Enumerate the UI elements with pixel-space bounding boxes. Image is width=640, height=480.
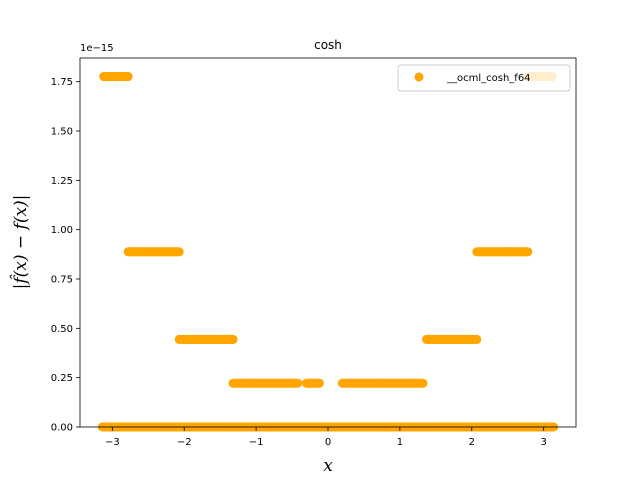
x-tick-label: −3 — [105, 437, 120, 448]
data-point — [314, 378, 324, 388]
data-point — [228, 334, 238, 344]
legend-label: __ocml_cosh_f64 — [446, 73, 531, 84]
y-tick-label: 0.25 — [51, 373, 73, 384]
data-point — [472, 334, 482, 344]
data-point — [418, 378, 428, 388]
x-tick-label: −2 — [177, 437, 192, 448]
x-tick-label: 1 — [397, 437, 403, 448]
chart-title: cosh — [314, 38, 342, 52]
x-tick-label: 3 — [540, 437, 546, 448]
y-tick-label: 1.25 — [51, 176, 73, 187]
y-axis-label: |f̂(x) − f(x)| — [10, 195, 31, 290]
x-axis-ticks: −3 −2 −1 0 1 2 3 — [105, 427, 547, 448]
y-tick-label: 0.50 — [51, 324, 73, 335]
data-point — [523, 247, 533, 257]
legend-box — [397, 64, 571, 92]
y-tick-label: 0.75 — [51, 275, 73, 286]
x-axis-label: x — [323, 456, 333, 476]
legend: __ocml_cosh_f64 — [397, 64, 571, 92]
y-tick-label: 0.00 — [51, 423, 73, 434]
y-tick-label: 1.00 — [51, 225, 73, 236]
x-tick-label: 2 — [469, 437, 475, 448]
y-tick-label: 1.50 — [51, 127, 73, 138]
y-axis-ticks: 0.00 0.25 0.50 0.75 1.00 1.25 1.50 1.75 — [51, 77, 80, 434]
y-tick-label: 1.75 — [51, 77, 73, 88]
x-tick-label: −1 — [249, 437, 264, 448]
data-point — [123, 72, 133, 82]
data-point — [174, 247, 184, 257]
legend-marker — [414, 72, 424, 82]
data-point — [293, 378, 303, 388]
x-tick-label: 0 — [325, 437, 331, 448]
y-offset-text: 1e−15 — [80, 43, 114, 54]
